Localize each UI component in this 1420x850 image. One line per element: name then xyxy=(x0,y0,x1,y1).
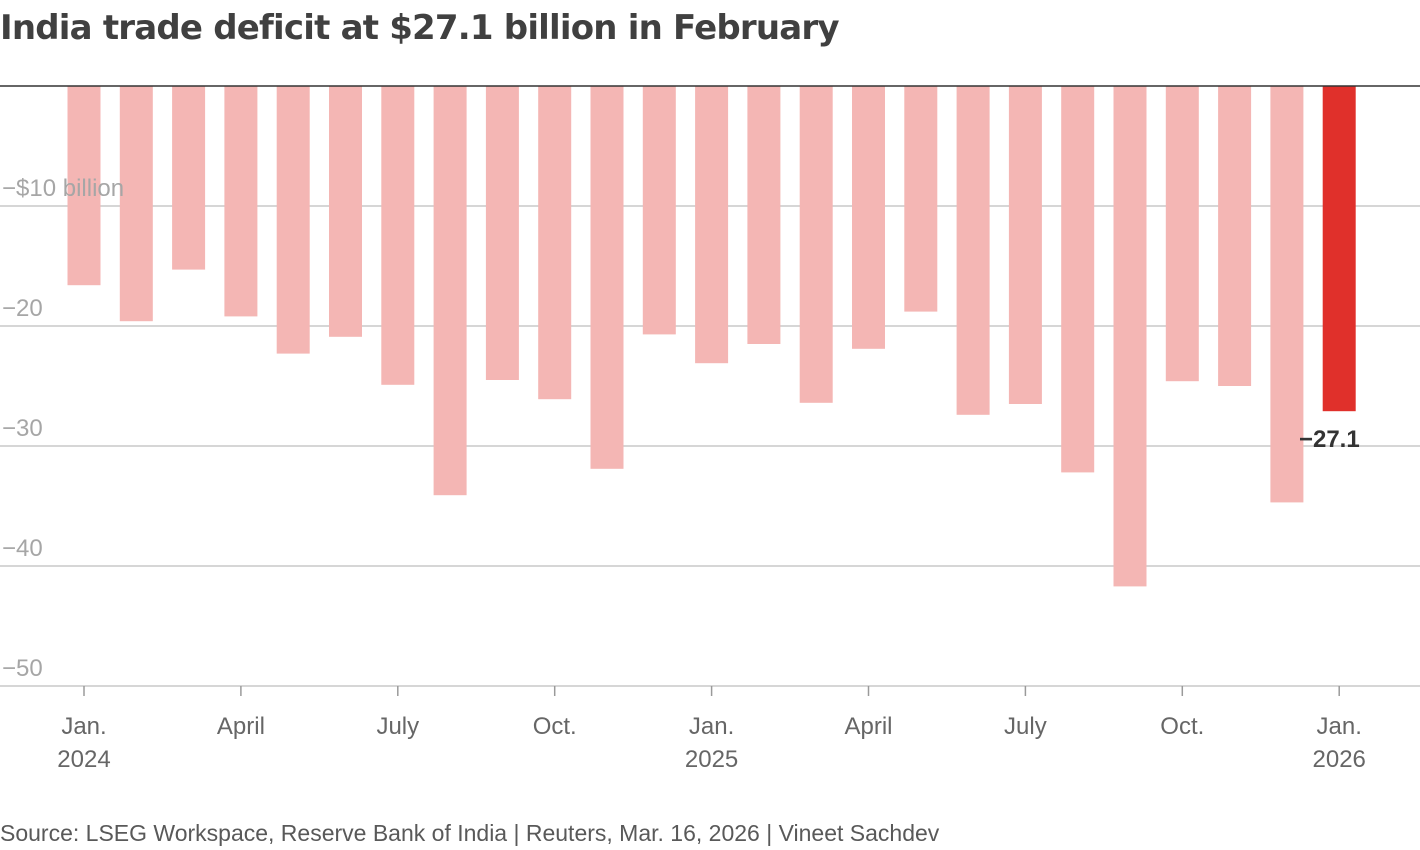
x-tick-year: 2026 xyxy=(1313,746,1366,773)
bar xyxy=(747,86,781,344)
y-tick-label: −20 xyxy=(2,295,43,322)
bar xyxy=(1113,86,1147,587)
y-tick-label: −$10 billion xyxy=(2,175,124,202)
bar xyxy=(904,86,938,312)
bar xyxy=(172,86,206,270)
source-credit: Source: LSEG Workspace, Reserve Bank of … xyxy=(0,820,940,846)
x-tick-label: Jan. xyxy=(1317,713,1362,740)
x-tick-label: Oct. xyxy=(1160,713,1204,740)
bar xyxy=(799,86,833,403)
bar xyxy=(538,86,572,400)
x-tick-label: Jan. xyxy=(689,713,734,740)
bar xyxy=(852,86,885,349)
x-tick-label: July xyxy=(376,713,419,740)
bar xyxy=(433,86,467,496)
x-tick-label: July xyxy=(1004,713,1047,740)
axes xyxy=(0,85,1420,696)
bar xyxy=(276,86,310,354)
bars xyxy=(67,86,1356,587)
y-tick-label: −30 xyxy=(2,415,43,442)
bar xyxy=(329,86,362,337)
labels: −$10 billion −20 −30 −40 −50 Jan. 2024 April Jul… xyxy=(2,175,1366,773)
x-tick-label: Oct. xyxy=(533,713,577,740)
bar xyxy=(67,86,101,286)
bar xyxy=(695,86,729,364)
bar xyxy=(1165,86,1199,382)
bar xyxy=(1061,86,1095,473)
x-tick-label: April xyxy=(217,713,265,740)
bar xyxy=(1008,86,1042,404)
bar xyxy=(224,86,258,317)
x-tick-label: April xyxy=(844,713,892,740)
x-tick-year: 2024 xyxy=(57,746,110,773)
bar xyxy=(485,86,519,380)
bar xyxy=(642,86,676,335)
chart-title: India trade deficit at $27.1 billion in … xyxy=(0,8,840,48)
bar-chart: −$10 billion −20 −30 −40 −50 Jan. 2024 April Jul… xyxy=(0,85,1420,773)
bar xyxy=(381,86,415,385)
bar xyxy=(956,86,990,415)
y-tick-label: −50 xyxy=(2,655,43,682)
bar xyxy=(119,86,153,322)
data-label-latest: −27.1 xyxy=(1299,426,1360,453)
bar-highlight xyxy=(1322,86,1356,412)
bar xyxy=(1218,86,1252,386)
bar xyxy=(590,86,624,469)
x-tick-year: 2025 xyxy=(685,746,738,773)
y-tick-label: −40 xyxy=(2,535,43,562)
bar xyxy=(1270,86,1304,503)
x-tick-label: Jan. xyxy=(61,713,106,740)
